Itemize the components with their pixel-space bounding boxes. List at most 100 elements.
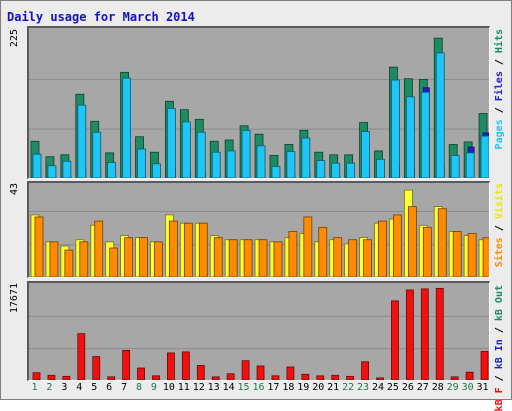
bar-sites-16 bbox=[258, 239, 268, 277]
x-label-day-29: 29 bbox=[446, 382, 459, 393]
bar-kb-1 bbox=[32, 372, 41, 380]
top-legend: Pages / Files / Hits bbox=[494, 29, 505, 150]
bar-sites-18 bbox=[288, 231, 298, 277]
bar-kb-14 bbox=[226, 373, 235, 380]
x-label-day-20: 20 bbox=[312, 382, 325, 393]
legend-kb-f: kB F bbox=[494, 387, 505, 411]
bar-kb-3 bbox=[62, 375, 71, 380]
bar-files-28 bbox=[435, 52, 445, 178]
bar-files-15 bbox=[241, 129, 251, 178]
bar-files-7 bbox=[122, 77, 132, 178]
x-label-day-12: 12 bbox=[192, 382, 205, 393]
legend-pages: Pages bbox=[494, 119, 505, 150]
x-label-day-27: 27 bbox=[416, 382, 429, 393]
x-label-day-21: 21 bbox=[327, 382, 340, 393]
bar-kb-26 bbox=[405, 289, 414, 380]
x-label-day-14: 14 bbox=[222, 382, 235, 393]
bar-kb-9 bbox=[152, 375, 160, 380]
bar-kb-21 bbox=[331, 374, 340, 380]
x-label-day-31: 31 bbox=[476, 382, 489, 393]
bar-sites-2 bbox=[49, 241, 59, 277]
x-label-day-8: 8 bbox=[136, 382, 143, 393]
legend-sites: Sites bbox=[494, 237, 505, 268]
x-label-day-22: 22 bbox=[342, 382, 355, 393]
x-label-day-25: 25 bbox=[386, 382, 399, 393]
x-label-day-10: 10 bbox=[162, 382, 175, 393]
bar-files-11 bbox=[181, 121, 191, 178]
bar-sites-3 bbox=[64, 249, 74, 277]
bar-sites-31 bbox=[482, 237, 489, 277]
bar-files-4 bbox=[77, 104, 87, 178]
x-label-day-26: 26 bbox=[401, 382, 414, 393]
bar-files-3 bbox=[62, 160, 72, 178]
bar-sites-22 bbox=[348, 239, 358, 277]
x-label-day-2: 2 bbox=[46, 382, 53, 393]
bar-files-27 bbox=[420, 91, 430, 178]
bar-sites-12 bbox=[198, 222, 208, 277]
bar-files-29 bbox=[450, 155, 460, 178]
bar-files-20 bbox=[316, 160, 326, 178]
bar-kb-6 bbox=[107, 376, 116, 380]
bar-files-23 bbox=[361, 131, 370, 178]
bar-sites-26 bbox=[407, 206, 417, 277]
bar-sites-4 bbox=[79, 241, 89, 277]
legend-files: Files bbox=[494, 71, 505, 102]
bar-kb-2 bbox=[47, 374, 56, 380]
bar-files-31 bbox=[480, 135, 489, 178]
bar-kb-19 bbox=[301, 373, 310, 380]
legend-kb-out: kB Out bbox=[494, 285, 505, 322]
bar-kb-5 bbox=[92, 356, 101, 380]
x-label-day-15: 15 bbox=[237, 382, 250, 393]
legend-kb-in: kB In bbox=[494, 339, 505, 370]
panel1-svg bbox=[29, 37, 489, 178]
bar-sites-5 bbox=[94, 220, 104, 277]
bar-files-18 bbox=[286, 151, 296, 178]
panel3-svg bbox=[29, 287, 489, 380]
x-label-day-17: 17 bbox=[267, 382, 280, 393]
bar-kb-23 bbox=[361, 361, 369, 380]
middle-panel bbox=[27, 181, 490, 278]
bar-sites-10 bbox=[169, 220, 178, 277]
bar-kb-30 bbox=[465, 371, 474, 380]
bar-sites-15 bbox=[243, 239, 253, 277]
bar-sites-23 bbox=[363, 239, 372, 277]
x-label-day-28: 28 bbox=[431, 382, 444, 393]
x-label-day-3: 3 bbox=[61, 382, 68, 393]
x-label-day-30: 30 bbox=[461, 382, 474, 393]
bar-sites-9 bbox=[154, 241, 163, 277]
x-label-day-24: 24 bbox=[371, 382, 384, 393]
bar-files-2 bbox=[47, 165, 57, 178]
bar-files-21 bbox=[331, 162, 341, 178]
x-label-day-4: 4 bbox=[76, 382, 83, 393]
bar-sites-14 bbox=[228, 239, 238, 277]
bar-files-16 bbox=[256, 145, 266, 178]
bar-files-17 bbox=[271, 165, 281, 178]
bottom-panel bbox=[27, 281, 490, 381]
bar-files-13 bbox=[211, 151, 221, 178]
x-label-day-7: 7 bbox=[121, 382, 128, 393]
bar-files-24 bbox=[376, 158, 385, 178]
bar-sites-6 bbox=[109, 247, 119, 277]
x-label-day-19: 19 bbox=[297, 382, 310, 393]
bar-kb-18 bbox=[286, 366, 295, 380]
bar-files-26 bbox=[405, 96, 415, 178]
bar-sites-27 bbox=[422, 226, 432, 277]
bar-kb-7 bbox=[122, 349, 131, 380]
x-axis-labels: 1 2 3 4 5 6 7 8 9 10 11 12 13 14 15 16 17 18 19 20 21 22 23 24 2… bbox=[27, 382, 490, 396]
bar-sites-20 bbox=[318, 226, 328, 277]
bar-kb-8 bbox=[137, 367, 145, 380]
x-label-day-18: 18 bbox=[282, 382, 295, 393]
bar-sites-28 bbox=[437, 208, 447, 277]
x-label-day-9: 9 bbox=[150, 382, 157, 393]
bar-sites-25 bbox=[393, 214, 402, 277]
bar-kb-28 bbox=[435, 287, 444, 380]
chart-title: Daily usage for March 2014 bbox=[7, 10, 195, 24]
bar-sites-7 bbox=[124, 237, 134, 277]
bar-sites-13 bbox=[213, 237, 223, 277]
bar-kb-31 bbox=[480, 350, 489, 380]
bar-files-25 bbox=[391, 79, 400, 178]
bar-sites-8 bbox=[139, 237, 148, 277]
bar-files-1 bbox=[32, 153, 42, 178]
bar-kb-22 bbox=[346, 375, 355, 380]
